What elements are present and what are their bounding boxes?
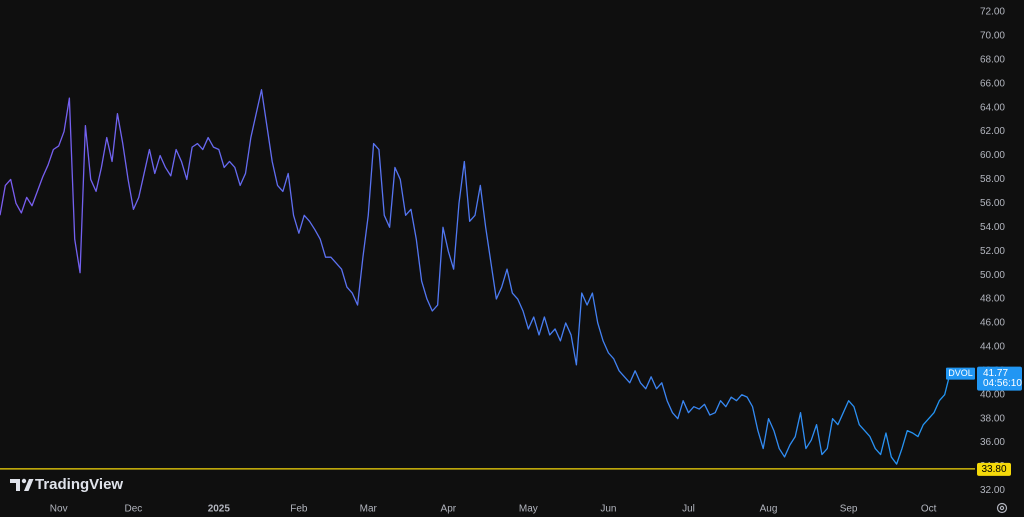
y-tick-label: 66.00 [980,78,1005,89]
series-name-tag [946,367,975,380]
y-tick-label: 44.00 [980,342,1005,353]
y-tick-label: 48.00 [980,294,1005,305]
x-tick-label: 2025 [208,504,231,515]
series-name: DVOL [948,368,973,378]
y-tick-label: 62.00 [980,126,1005,137]
y-tick-label: 46.00 [980,318,1005,329]
y-tick-label: 38.00 [980,413,1005,424]
watermark: TradingView [35,476,123,493]
level-label: 33.80 [981,464,1006,475]
x-tick-label: Nov [50,504,68,515]
x-tick-label: Apr [441,504,457,515]
y-tick-label: 72.00 [980,7,1005,18]
level-tag [977,462,1011,476]
x-tick-label: Aug [760,504,778,515]
x-tick-label: Mar [360,504,378,515]
y-tick-label: 58.00 [980,174,1005,185]
y-tick-label: 68.00 [980,54,1005,65]
last-value-tag [977,366,1022,391]
x-tick-label: Feb [290,504,308,515]
countdown-label: 04:56:10 [983,378,1022,389]
y-tick-label: 32.00 [980,485,1005,496]
y-tick-label: 70.00 [980,31,1005,42]
x-tick-label: Oct [921,504,937,515]
last-value-label: 41.77 [983,368,1008,379]
settings-icon[interactable] [996,502,1008,514]
y-tick-label: 60.00 [980,150,1005,161]
y-tick-label: 54.00 [980,222,1005,233]
x-tick-label: Sep [840,504,858,515]
y-tick-label: 40.00 [980,389,1005,400]
y-tick-label: 36.00 [980,437,1005,448]
y-tick-label: 56.00 [980,198,1005,209]
y-tick-label: 52.00 [980,246,1005,257]
x-tick-label: May [519,504,538,515]
logo: TradingView [10,476,123,493]
x-tick-label: Jul [682,504,695,515]
y-tick-label: 50.00 [980,270,1005,281]
x-tick-label: Dec [125,504,143,515]
series-line [0,89,951,465]
y-tick-label: 64.00 [980,102,1005,113]
x-tick-label: Jun [600,504,616,515]
